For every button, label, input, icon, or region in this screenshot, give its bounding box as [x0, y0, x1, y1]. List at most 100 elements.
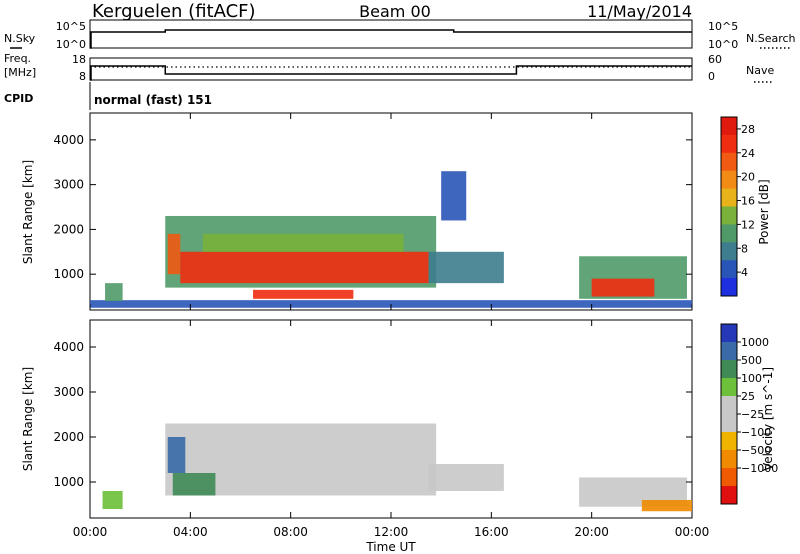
- colorbar-tick-label: 28: [741, 123, 755, 136]
- cpid-value: normal (fast) 151: [94, 93, 212, 107]
- colorbar-tick-label: −500: [741, 444, 771, 457]
- power-panel: 1000 2000 3000 4000 Slant Range [km] 4 8 12 16…: [21, 112, 771, 311]
- scatter-region: [202, 233, 404, 252]
- colorbar-tick-label: 25: [741, 390, 755, 403]
- x-tick-label: 04:00: [173, 525, 208, 539]
- scatter-region: [253, 289, 354, 299]
- scatter-region: [591, 278, 655, 297]
- y-tick-label: 4000: [53, 133, 84, 147]
- velocity-colorbar: 1000 500 100 25 −25 −100 −500 −1000: [720, 323, 778, 505]
- nave-tick-bottom: 0: [708, 70, 715, 83]
- scatter-region: [172, 473, 216, 496]
- counts-tick-bottom-right: 10^0: [708, 38, 738, 51]
- colorbar-swatch: [721, 486, 737, 505]
- scatter-region: [167, 437, 186, 473]
- velocity-colorbar-label: Velocity [m s^-1]: [761, 367, 775, 471]
- cpid-label: CPID: [4, 92, 33, 105]
- freq-tick-bottom: 8: [79, 70, 86, 83]
- colorbar-tick-label: 24: [741, 147, 755, 160]
- colorbar-tick-label: −25: [741, 408, 764, 421]
- colorbar-swatch: [721, 117, 737, 136]
- colorbar-swatch: [721, 278, 737, 297]
- colorbar-tick-label: −100: [741, 426, 771, 439]
- colorbar-tick-label: −1000: [741, 462, 778, 475]
- scatter-region: [441, 171, 467, 221]
- scatter-region: [167, 233, 181, 275]
- radar-title: Kerguelen (fitACF): [92, 1, 256, 22]
- y-tick-label: 1000: [53, 475, 84, 489]
- colorbar-tick-label: 16: [741, 195, 755, 208]
- colorbar-swatch: [721, 396, 737, 415]
- power-y-ticks: 1000 2000 3000 4000: [53, 133, 692, 281]
- velocity-cells: [102, 423, 692, 512]
- scatter-region: [641, 500, 692, 512]
- freq-unit: [MHz]: [4, 66, 36, 79]
- x-tick-label: 08:00: [273, 525, 308, 539]
- nsky-series: [90, 29, 692, 49]
- scatter-region: [428, 464, 504, 491]
- colorbar-swatch: [721, 414, 737, 433]
- power-ylabel: Slant Range [km]: [21, 160, 35, 264]
- colorbar-tick-label: 8: [741, 242, 748, 255]
- freq-label: Freq.: [4, 52, 31, 65]
- y-tick-label: 3000: [53, 178, 84, 192]
- time-xlabel: Time UT: [365, 540, 416, 554]
- date-label: 11/May/2014: [587, 2, 692, 21]
- y-tick-label: 1000: [53, 267, 84, 281]
- colorbar-swatch: [721, 432, 737, 451]
- y-tick-label: 4000: [53, 340, 84, 354]
- colorbar-swatch: [721, 242, 737, 261]
- colorbar-tick-label: 12: [741, 218, 755, 231]
- colorbar-swatch: [721, 378, 737, 397]
- colorbar-swatch: [721, 170, 737, 190]
- colorbar-frame: [720, 116, 738, 297]
- counts-tick-bottom-left: 10^0: [56, 38, 86, 51]
- colorbar-swatch: [721, 134, 737, 154]
- colorbar-tick-label: 4: [741, 266, 748, 279]
- power-colorbar-label: Power [dB]: [757, 179, 771, 244]
- nsky-label: N.Sky: [4, 32, 36, 45]
- scatter-region: [180, 251, 429, 284]
- colorbar-swatch: [721, 468, 737, 487]
- counts-panel: [89, 19, 693, 49]
- nave-tick-top: 60: [708, 53, 722, 66]
- nave-label: Nave: [746, 64, 774, 77]
- colorbar-swatch: [721, 260, 737, 279]
- colorbar-tick-label: 100: [741, 372, 762, 385]
- colorbar-swatch: [721, 342, 737, 361]
- nsearch-label: N.Search: [746, 32, 796, 45]
- freq-series: [90, 65, 692, 81]
- scatter-region: [90, 300, 692, 308]
- power-colorbar: 4 8 12 16 20 24 28: [720, 116, 755, 297]
- colorbar-swatch: [721, 152, 737, 172]
- colorbar-swatch: [721, 188, 737, 207]
- velocity-panel: 1000 2000 3000 4000 Slant Range [km] 1000 50…: [21, 319, 778, 519]
- power-cells: [90, 171, 692, 308]
- freq-tick-top: 18: [72, 53, 86, 66]
- velocity-y-ticks: 1000 2000 3000 4000: [53, 340, 692, 489]
- colorbar-swatch: [721, 324, 737, 343]
- beam-label: Beam 00: [359, 2, 431, 21]
- counts-tick-top-right: 10^5: [708, 20, 738, 33]
- y-tick-label: 2000: [53, 430, 84, 444]
- scatter-region: [102, 491, 123, 509]
- freq-panel: [89, 57, 693, 81]
- y-tick-label: 3000: [53, 385, 84, 399]
- colorbar-swatch: [721, 206, 737, 225]
- colorbar-swatch: [721, 360, 737, 379]
- x-tick-label: 00:00: [675, 525, 710, 539]
- scatter-region: [105, 283, 123, 302]
- y-tick-label: 2000: [53, 222, 84, 236]
- colorbar-swatch: [721, 224, 737, 243]
- counts-tick-top-left: 10^5: [56, 20, 86, 33]
- x-tick-label: 12:00: [374, 525, 409, 539]
- velocity-ylabel: Slant Range [km]: [21, 367, 35, 471]
- colorbar-tick-label: 1000: [741, 336, 769, 349]
- x-tick-label: 20:00: [574, 525, 609, 539]
- x-tick-label: 16:00: [474, 525, 509, 539]
- colorbar-tick-label: 20: [741, 171, 755, 184]
- colorbar-tick-label: 500: [741, 354, 762, 367]
- scatter-region: [428, 251, 504, 284]
- x-tick-label: 00:00: [73, 525, 108, 539]
